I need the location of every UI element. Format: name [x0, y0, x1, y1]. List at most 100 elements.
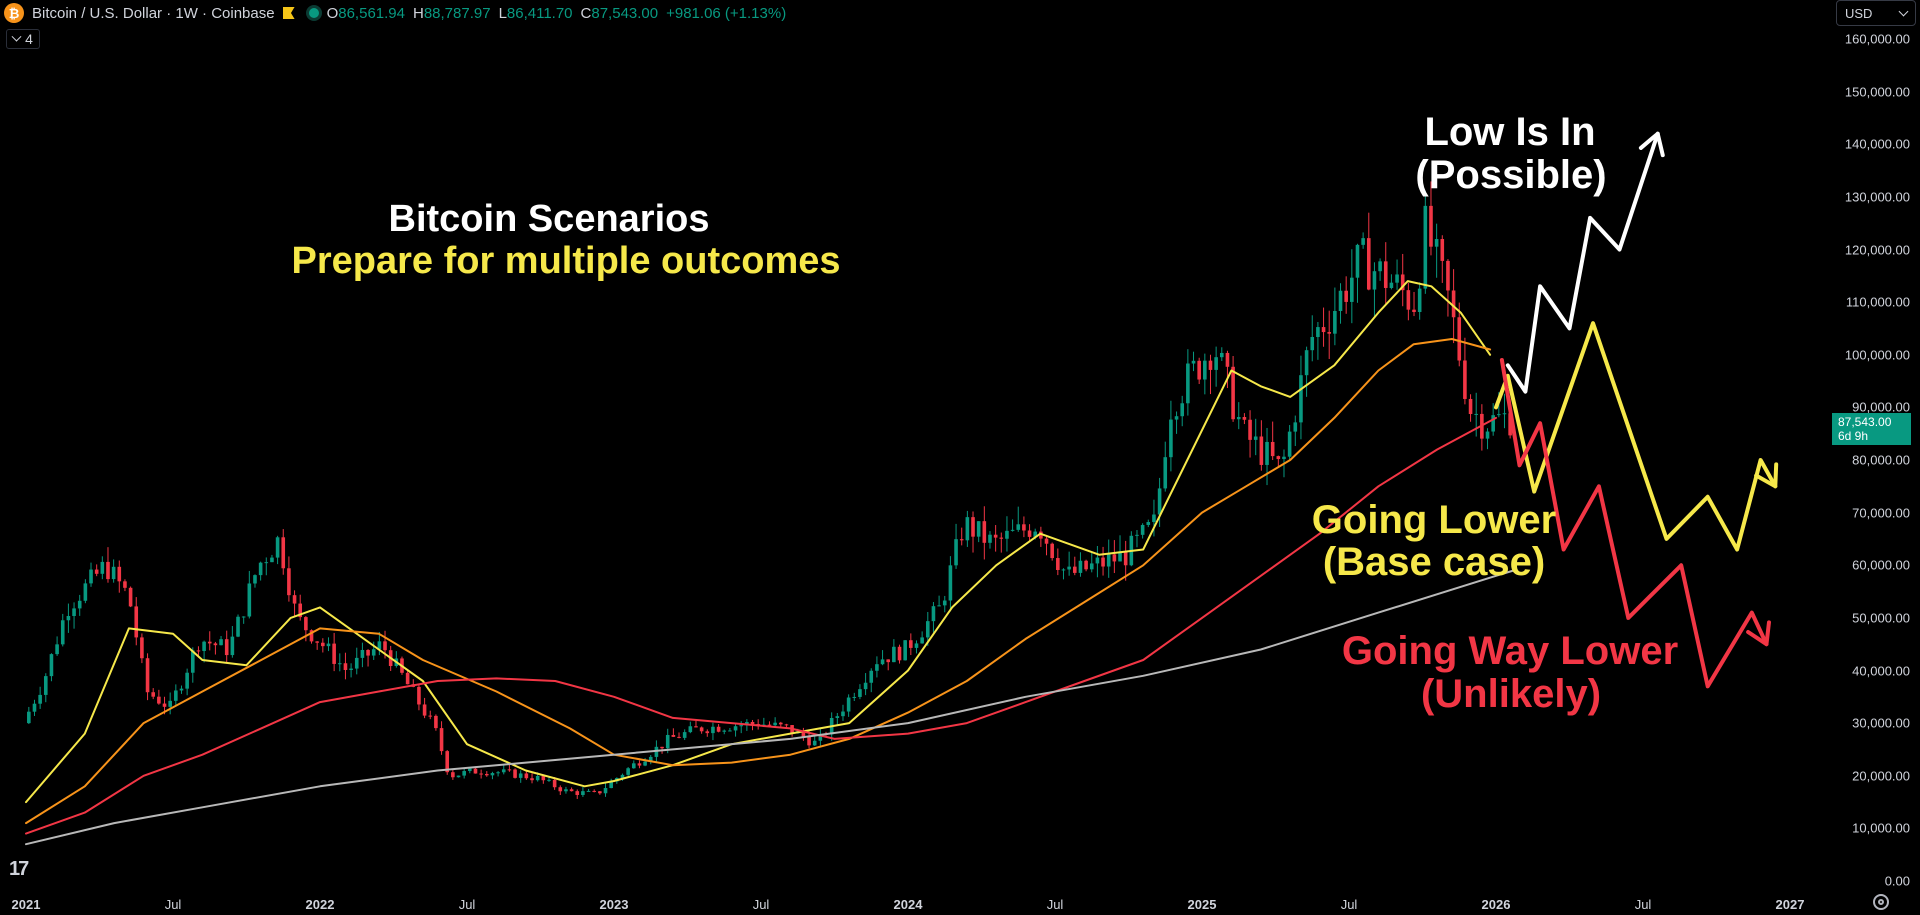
- candle-body: [123, 581, 127, 588]
- bar-countdown: 6d 9h: [1838, 429, 1869, 443]
- candle-body: [1440, 239, 1445, 261]
- candle-body: [1208, 360, 1213, 370]
- candle-body: [1191, 360, 1196, 364]
- scenario-path: [1494, 321, 1778, 552]
- price-tick-label: 10,000.00: [1852, 820, 1910, 836]
- candle-body: [145, 658, 150, 693]
- open-value: 86,561.94: [338, 4, 405, 22]
- candle-body: [490, 773, 495, 776]
- time-tick-label: Jul: [1634, 897, 1652, 912]
- candle-body: [1146, 522, 1151, 525]
- tradingview-logo[interactable]: 17: [9, 858, 29, 880]
- candle-body: [371, 649, 376, 656]
- candle-body: [1118, 551, 1122, 562]
- candle-body: [637, 763, 642, 766]
- candle-body: [219, 639, 223, 646]
- candle-body: [1502, 413, 1507, 415]
- candle-body: [1508, 413, 1512, 436]
- candle-body: [1491, 415, 1495, 432]
- candle-body: [264, 562, 269, 564]
- candle-body: [1361, 238, 1365, 245]
- candle-body: [626, 768, 630, 775]
- time-tick-label: Jul: [752, 897, 770, 912]
- candle-body: [1010, 529, 1015, 531]
- candle-body: [343, 663, 348, 670]
- candle-body: [445, 751, 450, 773]
- candle-body: [739, 725, 744, 727]
- candle-body: [434, 715, 438, 729]
- candle-body: [275, 537, 280, 558]
- candle-body: [83, 583, 88, 601]
- candle-body: [1078, 560, 1083, 573]
- candle-body: [1321, 327, 1326, 333]
- candle-body: [151, 692, 156, 697]
- candle-body: [134, 606, 139, 638]
- candle-body: [383, 641, 387, 651]
- candle-body: [1446, 260, 1450, 291]
- candle-body: [292, 595, 297, 604]
- candle-body: [1072, 566, 1077, 573]
- candle-body: [524, 773, 529, 779]
- candle-body: [196, 650, 201, 652]
- flag-icon[interactable]: [282, 7, 295, 19]
- market-status-icon: [308, 8, 319, 18]
- candle-body: [1248, 419, 1252, 440]
- candle-body: [77, 600, 82, 609]
- candle-body: [1039, 531, 1043, 539]
- candle-body: [982, 521, 987, 543]
- candle-body: [479, 773, 483, 775]
- candle-body: [1140, 524, 1145, 535]
- candle-body: [202, 641, 206, 651]
- candle-body: [1180, 403, 1185, 417]
- price-tick-label: 70,000.00: [1852, 505, 1910, 521]
- currency-select[interactable]: USD: [1836, 0, 1916, 26]
- symbol-title[interactable]: Bitcoin / U.S. Dollar · 1W · Coinbase: [32, 4, 275, 22]
- indicators-toggle-button[interactable]: 4: [6, 29, 40, 49]
- candle-body: [213, 643, 218, 646]
- candle-body: [1276, 456, 1281, 460]
- candle-body: [1434, 239, 1439, 247]
- candle-body: [1067, 566, 1071, 570]
- change-value: +981.06 (+1.13%): [666, 4, 787, 22]
- scenario-path: [1499, 358, 1769, 689]
- candle-body: [1152, 514, 1156, 523]
- candle-body: [937, 605, 941, 607]
- candle-body: [1157, 488, 1162, 515]
- candle-body: [349, 668, 353, 670]
- chevron-down-icon: [1898, 6, 1909, 16]
- chart-title: Bitcoin Scenarios: [388, 198, 710, 240]
- candle-body: [241, 616, 246, 618]
- candle-body: [1027, 530, 1032, 537]
- candle-body: [1095, 557, 1100, 564]
- candle-body: [315, 641, 319, 643]
- candle-body: [948, 565, 953, 601]
- scenario-label-going-lower: Going Lower: [1311, 498, 1557, 542]
- candle-body: [863, 682, 868, 690]
- moving-average-line: [25, 569, 1515, 846]
- time-tick-label: Jul: [1046, 897, 1064, 912]
- candle-body: [422, 704, 427, 716]
- candle-body: [1203, 360, 1207, 380]
- time-tick-label: 2027: [1775, 897, 1805, 912]
- candle-body: [1304, 350, 1309, 376]
- settings-gear-icon[interactable]: [1873, 894, 1889, 910]
- candle-body: [462, 771, 466, 776]
- low-label: L: [498, 4, 507, 22]
- time-tick-label: Jul: [458, 897, 476, 912]
- candle-body: [1106, 554, 1111, 567]
- candle-body: [168, 700, 172, 707]
- candle-body: [1270, 441, 1275, 457]
- candle-body: [1242, 417, 1247, 420]
- candle-body: [309, 630, 314, 642]
- price-tick-label: 100,000.00: [1844, 347, 1910, 363]
- candle-body: [682, 732, 687, 738]
- candle-body: [660, 746, 664, 749]
- price-tick-label: 80,000.00: [1852, 452, 1910, 468]
- candle-body: [875, 664, 879, 671]
- candle-body: [354, 657, 359, 669]
- scenario-arrowhead: [1638, 131, 1665, 158]
- candle-body: [1033, 531, 1038, 537]
- candle-body: [569, 789, 574, 792]
- candle-body: [603, 788, 608, 794]
